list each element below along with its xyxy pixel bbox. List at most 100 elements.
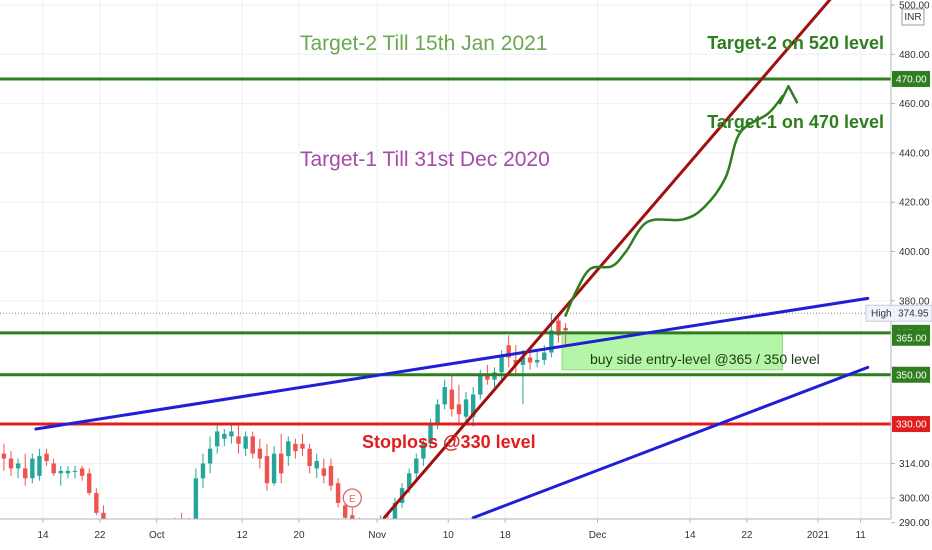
time-axis-background (0, 519, 891, 550)
candle (449, 374, 455, 417)
candle-body (449, 389, 455, 410)
price-tick-label: 480.00 (899, 50, 930, 61)
candle-body (456, 404, 462, 415)
candle-body (286, 441, 291, 457)
candle (37, 448, 42, 481)
candle (286, 436, 291, 466)
candle-body (335, 483, 341, 503)
candle (534, 350, 540, 368)
time-axis: 14 22 Oct 12 20 Nov 10 18 Dec 14 22 2021 11 (0, 518, 891, 550)
candle-body (250, 436, 255, 454)
candle (229, 424, 234, 444)
candle-body (520, 357, 526, 365)
candle-body (478, 374, 483, 395)
candle-body (527, 357, 533, 363)
candle (1, 443, 7, 471)
time-tick-label: 20 (293, 530, 305, 541)
candle-body (563, 327, 568, 331)
time-tick-label: Oct (149, 530, 165, 541)
candle (492, 367, 497, 388)
candle-body (94, 493, 99, 513)
candle (456, 384, 462, 425)
candle-body (30, 458, 35, 479)
candle-body (442, 387, 447, 405)
candle-body (534, 359, 540, 363)
high-tag: High 374.95 (865, 304, 932, 322)
target1-level-label: Target-1 on 470 level (707, 112, 884, 132)
candle-body (463, 399, 469, 417)
candle (506, 335, 511, 368)
entry-zone-label: buy side entry-level @365 / 350 level (590, 351, 820, 367)
projection (564, 84, 799, 317)
time-tick-label: 14 (37, 530, 49, 541)
candle (335, 478, 341, 508)
candle-body (200, 463, 206, 479)
level-tag-text: 470.00 (896, 74, 927, 85)
candle (200, 453, 206, 489)
candle-body (406, 473, 412, 489)
candle (421, 438, 426, 466)
candle (8, 451, 14, 476)
candle (87, 468, 92, 496)
candle-body (549, 330, 554, 353)
candle-body (37, 456, 42, 476)
candle-body (513, 359, 519, 365)
candle-body (485, 374, 490, 380)
candle (264, 443, 270, 491)
candle-body (8, 458, 14, 469)
candle-body (321, 468, 327, 476)
price-tick-label: 314.00 (899, 459, 930, 470)
candle-body (87, 473, 92, 494)
level-lines (0, 77, 891, 426)
candle (94, 488, 99, 516)
price-tick-label: 400.00 (899, 247, 930, 258)
candle (271, 446, 277, 486)
candle (44, 448, 49, 466)
price-tick-label: 420.00 (899, 198, 930, 209)
candle (236, 424, 241, 454)
time-tick-label: 10 (443, 530, 455, 541)
candle (193, 468, 199, 523)
currency-label: INR (904, 12, 921, 23)
candle (72, 465, 78, 479)
price-tick-label: 300.00 (899, 494, 930, 505)
level-tag-350.00 (892, 366, 930, 383)
price-tick-label: 290.00 (899, 518, 930, 529)
candle-body (193, 478, 199, 521)
level-tag-330.00 (892, 416, 930, 433)
candle-body (556, 320, 561, 336)
candle-body (257, 448, 263, 459)
candle (30, 453, 35, 484)
candle-body (300, 443, 305, 449)
candle-body (222, 433, 227, 439)
candle-body (51, 463, 56, 474)
level-tag-365.00 (892, 329, 930, 346)
price-tick-label: 460.00 (899, 99, 930, 110)
candle-body (499, 355, 504, 373)
candle (278, 433, 284, 484)
candle (556, 318, 561, 343)
earnings-marker-label: E (349, 494, 356, 505)
projection-arrowhead (778, 84, 799, 105)
candle-body (421, 443, 426, 459)
candle (79, 465, 85, 481)
time-tick-label: 22 (741, 530, 753, 541)
candle-body (79, 468, 85, 476)
candle (414, 453, 419, 479)
earnings-marker-circle (342, 488, 362, 508)
trend-line-support-trend (382, 0, 832, 520)
candle (65, 465, 71, 479)
price-axis: 500.00 480.00 460.00 440.00 420.00 400.00 380.… (865, 0, 932, 550)
candle (321, 458, 327, 484)
candle-body (392, 502, 398, 533)
candle (513, 345, 519, 375)
candle (58, 465, 63, 486)
candle (214, 424, 220, 454)
candle-body (229, 431, 234, 437)
candle (307, 443, 312, 474)
level-tag-470.00 (892, 70, 930, 87)
candle-body (1, 453, 7, 459)
candle (51, 458, 56, 476)
entry-zone-box (561, 332, 783, 371)
